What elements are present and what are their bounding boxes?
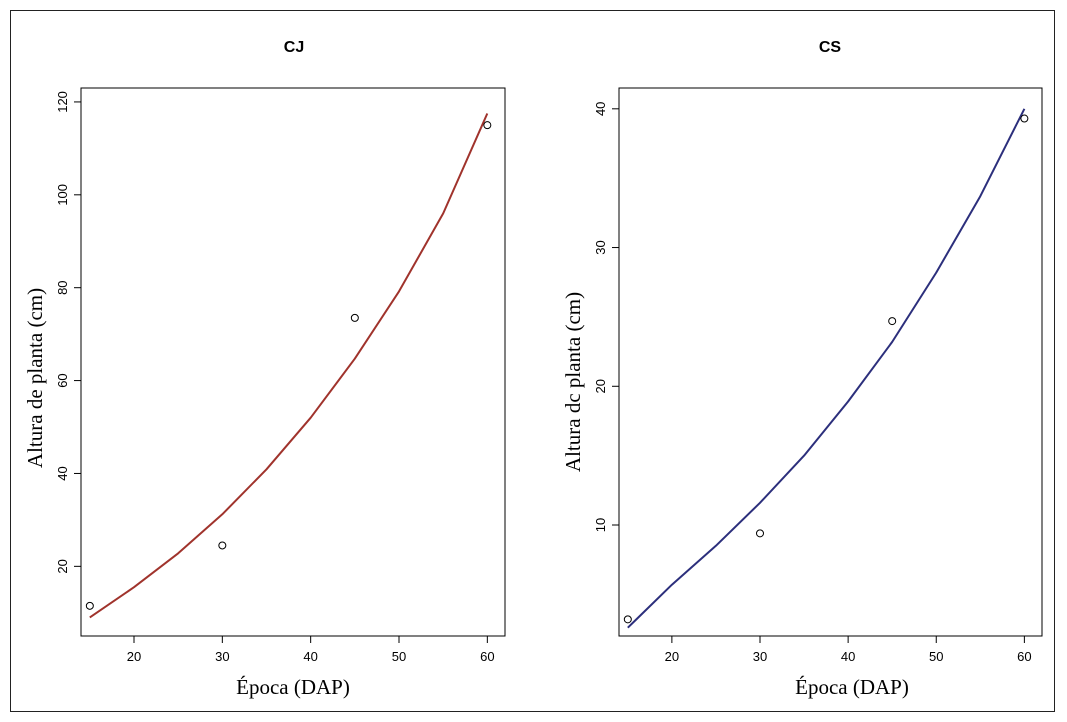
y-axis-label: Altura dc planta (cm) <box>561 292 585 472</box>
data-point <box>85 601 94 610</box>
x-tick-label: 20 <box>127 649 141 664</box>
x-tick-label: 20 <box>665 649 679 664</box>
x-tick-label: 60 <box>480 649 494 664</box>
y-tick-label: 10 <box>593 518 608 532</box>
chart-panel-cj: CJ 20 30 40 50 60 20 40 60 80 100 120 Época (DAP)… <box>23 39 506 699</box>
data-points-layer <box>85 121 492 610</box>
data-points-layer <box>623 114 1029 624</box>
y-tick-label: 20 <box>593 379 608 393</box>
data-point <box>1020 114 1029 123</box>
fit-curve <box>89 113 489 619</box>
fit-curve-layer <box>627 108 1026 629</box>
x-axis-label: Época (DAP) <box>236 675 350 699</box>
data-point <box>218 541 227 550</box>
x-tick-label: 50 <box>392 649 406 664</box>
y-tick-label: 40 <box>55 466 70 480</box>
y-tick-label: 20 <box>55 559 70 573</box>
y-axis: 10 20 30 40 <box>593 102 619 532</box>
x-tick-label: 40 <box>841 649 855 664</box>
fit-curve-layer <box>89 113 489 619</box>
figure-frame <box>10 10 1055 712</box>
data-point <box>756 529 764 538</box>
data-point <box>350 313 359 322</box>
x-tick-label: 40 <box>303 649 317 664</box>
data-point <box>888 317 897 326</box>
y-axis: 20 40 60 80 100 120 <box>55 91 81 574</box>
data-point <box>623 615 632 624</box>
data-point <box>483 121 492 130</box>
x-tick-label: 60 <box>1017 649 1031 664</box>
x-tick-label: 30 <box>215 649 229 664</box>
y-axis-label: Altura de planta (cm) <box>23 288 47 468</box>
y-tick-label: 30 <box>593 240 608 254</box>
chart-title: CJ <box>284 39 304 56</box>
x-tick-label: 50 <box>929 649 943 664</box>
plot-area-border <box>80 87 506 637</box>
x-axis: 20 30 40 50 60 <box>665 636 1032 664</box>
plot-area-border <box>618 87 1043 637</box>
y-tick-label: 80 <box>55 280 70 294</box>
x-tick-label: 30 <box>753 649 767 664</box>
y-tick-label: 60 <box>55 373 70 387</box>
x-axis-label: Época (DAP) <box>795 675 909 699</box>
y-tick-label: 100 <box>55 184 70 206</box>
chart-title: CS <box>819 39 842 56</box>
chart-panel-cs: CS 20 30 40 50 60 10 20 30 40 Época (DAP) Altur… <box>561 39 1043 699</box>
x-axis: 20 30 40 50 60 <box>127 636 495 664</box>
fit-curve <box>627 108 1026 629</box>
y-tick-label: 120 <box>55 91 70 113</box>
y-tick-label: 40 <box>593 102 608 116</box>
